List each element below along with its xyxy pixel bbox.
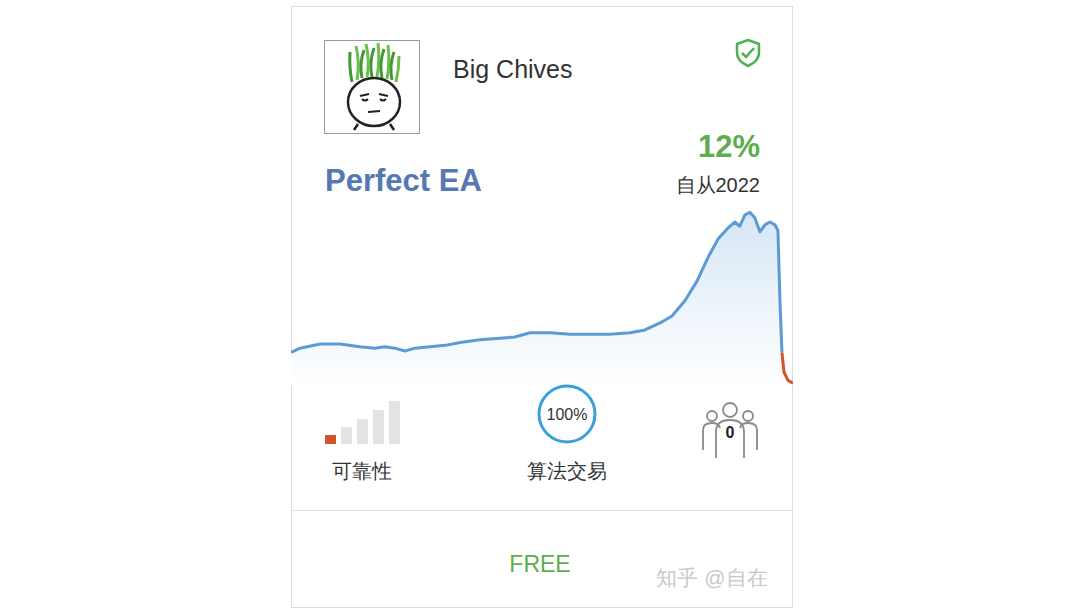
card-frame bbox=[292, 7, 793, 608]
author: Big Chives bbox=[453, 55, 573, 83]
avatar-chive bbox=[356, 46, 358, 80]
reliability-bar bbox=[389, 401, 400, 444]
avatar-frame bbox=[325, 41, 420, 134]
avatar-chive bbox=[381, 49, 384, 78]
algo-value: 100% bbox=[547, 406, 588, 423]
price: FREE bbox=[509, 551, 570, 577]
person-head bbox=[743, 411, 753, 421]
reliability-bar bbox=[325, 435, 336, 444]
avatar-chive bbox=[366, 44, 368, 77]
avatar-chive bbox=[361, 50, 364, 78]
avatar-eyes bbox=[360, 94, 388, 112]
reliability-label: 可靠性 bbox=[332, 460, 392, 482]
avatar-chive bbox=[350, 52, 352, 82]
series-line bbox=[782, 352, 793, 383]
avatar-chive bbox=[391, 52, 394, 80]
avatar-chive bbox=[396, 56, 399, 82]
algo-circle bbox=[539, 386, 595, 442]
reliability-bar bbox=[357, 419, 368, 444]
card-divider bbox=[292, 510, 792, 511]
subscribers-icon bbox=[703, 403, 757, 458]
plot bbox=[291, 212, 793, 386]
growth: 12% bbox=[698, 129, 760, 164]
series-line bbox=[291, 212, 782, 352]
avatar-feet bbox=[354, 124, 394, 130]
algo-label: 算法交易 bbox=[527, 460, 607, 482]
reliability-bar bbox=[341, 427, 352, 444]
avatar-chive bbox=[377, 43, 379, 77]
verified-check bbox=[742, 48, 754, 57]
avatar bbox=[325, 41, 420, 134]
reliability bbox=[325, 401, 400, 444]
avatar-face bbox=[348, 78, 400, 126]
reliability-bar bbox=[373, 410, 384, 444]
subscribers: 0 bbox=[726, 424, 735, 441]
person-body bbox=[703, 420, 757, 458]
verified-shield bbox=[737, 40, 759, 66]
page: Big Chives Perfect EA 12% 自从2022 可靠性 100% 算法交易… bbox=[0, 0, 1088, 612]
signal-name: Perfect EA bbox=[325, 163, 482, 198]
person-head bbox=[707, 411, 717, 421]
avatar-chive bbox=[387, 45, 389, 79]
watermark: 知乎 @自在 bbox=[656, 566, 767, 589]
series-area bbox=[291, 212, 782, 386]
since: 自从2022 bbox=[676, 174, 761, 196]
person-head bbox=[723, 403, 737, 417]
avatar-chive bbox=[371, 48, 374, 77]
